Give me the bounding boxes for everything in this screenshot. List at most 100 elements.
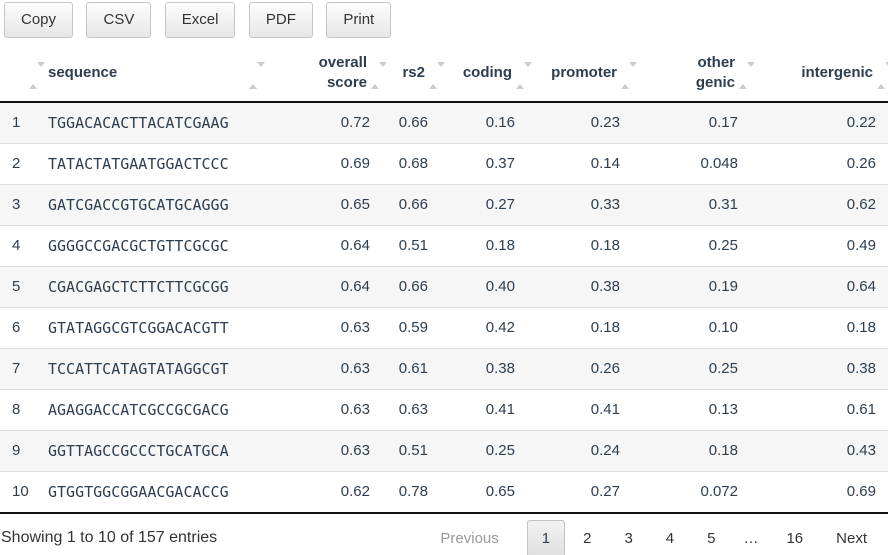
- row-index-cell: 4: [0, 225, 40, 267]
- coding-cell: 0.65: [440, 471, 527, 514]
- rs2-cell: 0.51: [382, 430, 440, 472]
- table-row[interactable]: 6 GTATAGGCGTCGGACACGTT 0.63 0.59 0.42 0.…: [0, 307, 888, 349]
- export-toolbar: Copy CSV Excel PDF Print: [0, 0, 888, 44]
- rs2-cell: 0.51: [382, 225, 440, 267]
- table-body: 1 TGGACACACTTACATCGAAG 0.72 0.66 0.16 0.…: [0, 102, 888, 514]
- sequence-cell: GTATAGGCGTCGGACACGTT: [40, 307, 260, 349]
- column-label: promoter: [551, 63, 617, 81]
- promoter-cell: 0.27: [527, 471, 632, 514]
- csv-button[interactable]: CSV: [86, 2, 152, 38]
- promoter-cell: 0.18: [527, 225, 632, 267]
- rs2-cell: 0.68: [382, 143, 440, 185]
- page-button-2[interactable]: 2: [583, 529, 592, 547]
- coding-cell: 0.37: [440, 143, 527, 185]
- sort-icon: [29, 61, 45, 89]
- table-row[interactable]: 4 GGGGCCGACGCTGTTCGCGC 0.64 0.51 0.18 0.…: [0, 225, 888, 267]
- coding-cell: 0.25: [440, 430, 527, 472]
- overall-score-cell: 0.64: [260, 225, 382, 267]
- overall-score-cell: 0.72: [260, 102, 382, 144]
- column-label: other genic: [695, 54, 735, 91]
- sequence-cell: CGACGAGCTCTTCTTCGCGG: [40, 266, 260, 308]
- table-row[interactable]: 1 TGGACACACTTACATCGAAG 0.72 0.66 0.16 0.…: [0, 102, 888, 144]
- overall-score-cell: 0.65: [260, 184, 382, 226]
- table-row[interactable]: 10 GTGGTGGCGGAACGACACCG 0.62 0.78 0.65 0…: [0, 471, 888, 514]
- rs2-cell: 0.63: [382, 389, 440, 431]
- promoter-cell: 0.26: [527, 348, 632, 390]
- next-button[interactable]: Next: [836, 529, 867, 547]
- results-table: sequence overall score rs2 coding promot…: [0, 44, 888, 514]
- column-label: intergenic: [801, 63, 873, 81]
- sequence-cell: GATCGACCGTGCATGCAGGG: [40, 184, 260, 226]
- column-header-coding[interactable]: coding: [440, 44, 532, 103]
- row-index-cell: 5: [0, 266, 40, 308]
- promoter-cell: 0.41: [527, 389, 632, 431]
- column-header-rs2[interactable]: rs2: [382, 44, 445, 103]
- table-row[interactable]: 9 GGTTAGCCGCCCTGCATGCA 0.63 0.51 0.25 0.…: [0, 430, 888, 472]
- overall-score-cell: 0.63: [260, 389, 382, 431]
- promoter-cell: 0.38: [527, 266, 632, 308]
- intergenic-cell: 0.61: [750, 389, 888, 431]
- showing-entries-label: Showing 1 to 10 of 157 entries: [1, 529, 218, 546]
- sequence-cell: TCCATTCATAGTATAGGCGT: [40, 348, 260, 390]
- overall-score-cell: 0.62: [260, 471, 382, 514]
- previous-button[interactable]: Previous: [440, 529, 499, 547]
- other-genic-cell: 0.10: [632, 307, 750, 349]
- table-row[interactable]: 7 TCCATTCATAGTATAGGCGT 0.63 0.61 0.38 0.…: [0, 348, 888, 390]
- sort-icon: [621, 61, 637, 89]
- sequence-cell: GTGGTGGCGGAACGACACCG: [40, 471, 260, 514]
- table-row[interactable]: 8 AGAGGACCATCGCCGCGACG 0.63 0.63 0.41 0.…: [0, 389, 888, 431]
- row-index-cell: 6: [0, 307, 40, 349]
- sort-icon: [249, 61, 265, 89]
- column-label: rs2: [402, 63, 425, 81]
- copy-button[interactable]: Copy: [4, 2, 74, 38]
- column-header-sequence[interactable]: sequence: [40, 44, 265, 103]
- rs2-cell: 0.61: [382, 348, 440, 390]
- table-row[interactable]: 5 CGACGAGCTCTTCTTCGCGG 0.64 0.66 0.40 0.…: [0, 266, 888, 308]
- sort-icon: [371, 61, 387, 89]
- intergenic-cell: 0.69: [750, 471, 888, 514]
- page-button-1[interactable]: 1: [526, 519, 566, 555]
- excel-button[interactable]: Excel: [164, 2, 236, 38]
- intergenic-cell: 0.22: [750, 102, 888, 144]
- column-header-intergenic[interactable]: intergenic: [750, 44, 888, 103]
- column-header-promoter[interactable]: promoter: [527, 44, 637, 103]
- pagination-ellipsis: …: [743, 529, 759, 547]
- other-genic-cell: 0.31: [632, 184, 750, 226]
- intergenic-cell: 0.18: [750, 307, 888, 349]
- overall-score-cell: 0.64: [260, 266, 382, 308]
- column-header-index[interactable]: [0, 44, 45, 103]
- table-row[interactable]: 3 GATCGACCGTGCATGCAGGG 0.65 0.66 0.27 0.…: [0, 184, 888, 226]
- coding-cell: 0.27: [440, 184, 527, 226]
- rs2-cell: 0.66: [382, 266, 440, 308]
- other-genic-cell: 0.25: [632, 348, 750, 390]
- intergenic-cell: 0.62: [750, 184, 888, 226]
- print-button[interactable]: Print: [326, 2, 392, 38]
- column-header-overall-score[interactable]: overall score: [260, 44, 387, 103]
- sort-icon: [877, 61, 888, 89]
- sequence-cell: GGTTAGCCGCCCTGCATGCA: [40, 430, 260, 472]
- coding-cell: 0.42: [440, 307, 527, 349]
- promoter-cell: 0.23: [527, 102, 632, 144]
- column-label: overall score: [318, 54, 367, 91]
- column-label: sequence: [48, 63, 118, 81]
- sequence-cell: AGAGGACCATCGCCGCGACG: [40, 389, 260, 431]
- column-header-other-genic[interactable]: other genic: [632, 44, 755, 103]
- page-button-3[interactable]: 3: [624, 529, 633, 547]
- promoter-cell: 0.18: [527, 307, 632, 349]
- intergenic-cell: 0.49: [750, 225, 888, 267]
- pdf-button[interactable]: PDF: [248, 2, 313, 38]
- table-row[interactable]: 2 TATACTATGAATGGACTCCC 0.69 0.68 0.37 0.…: [0, 143, 888, 185]
- other-genic-cell: 0.13: [632, 389, 750, 431]
- intergenic-cell: 0.38: [750, 348, 888, 390]
- other-genic-cell: 0.048: [632, 143, 750, 185]
- page-button-5[interactable]: 5: [707, 529, 716, 547]
- coding-cell: 0.40: [440, 266, 527, 308]
- promoter-cell: 0.24: [527, 430, 632, 472]
- rs2-cell: 0.78: [382, 471, 440, 514]
- page-button-16[interactable]: 16: [786, 529, 804, 547]
- intergenic-cell: 0.26: [750, 143, 888, 185]
- overall-score-cell: 0.69: [260, 143, 382, 185]
- page-button-4[interactable]: 4: [665, 529, 675, 547]
- other-genic-cell: 0.25: [632, 225, 750, 267]
